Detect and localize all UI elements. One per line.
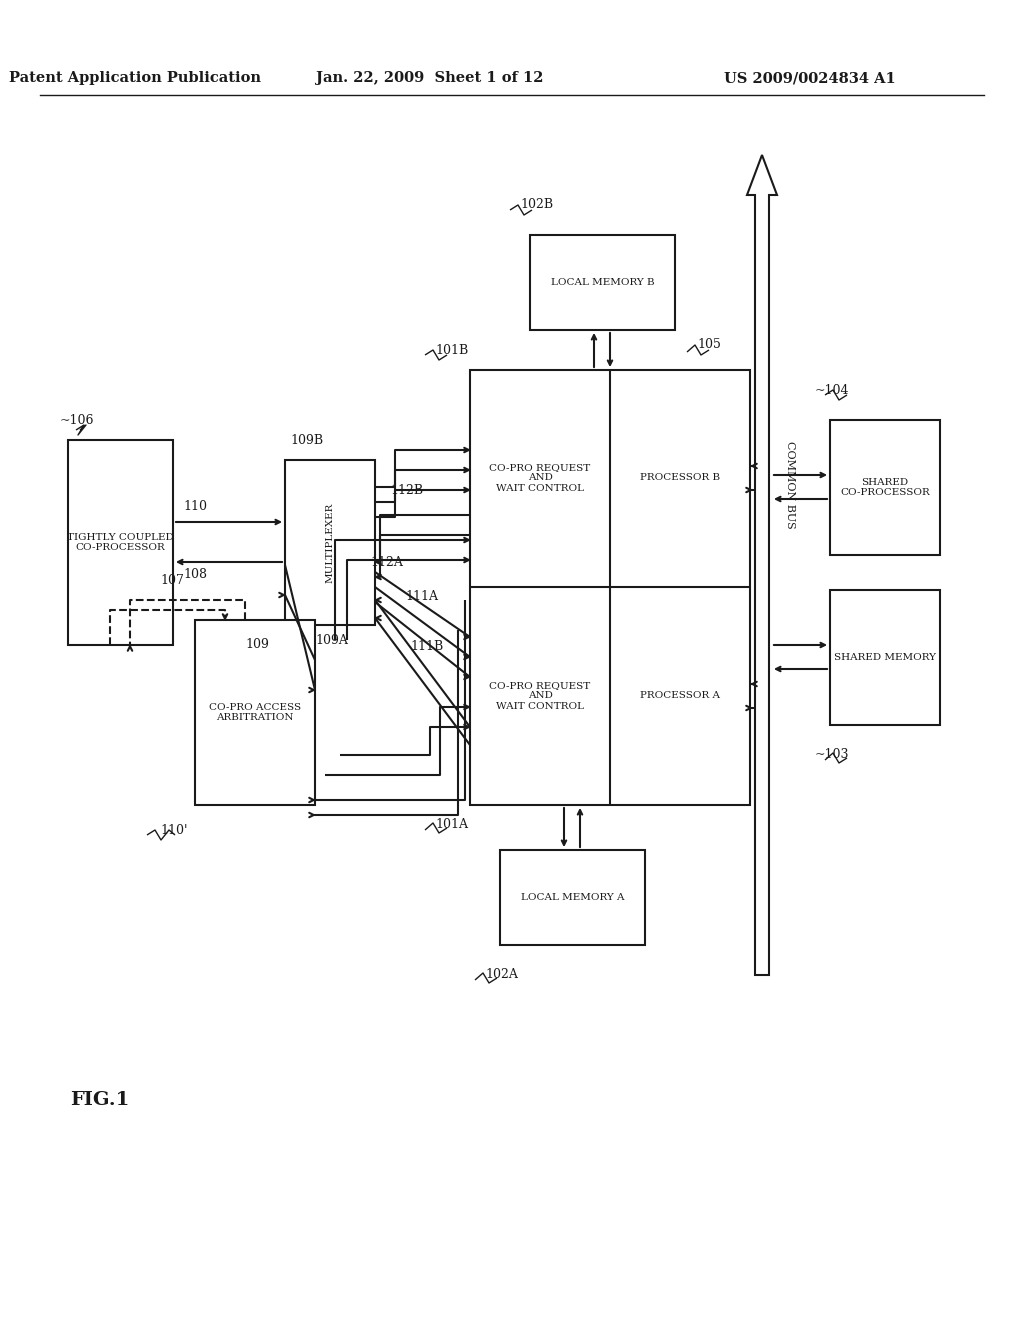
Polygon shape	[746, 154, 777, 975]
Text: CO-PRO ACCESS
ARBITRATION: CO-PRO ACCESS ARBITRATION	[209, 702, 301, 722]
Text: Jan. 22, 2009  Sheet 1 of 12: Jan. 22, 2009 Sheet 1 of 12	[316, 71, 544, 84]
Text: US 2009/0024834 A1: US 2009/0024834 A1	[724, 71, 896, 84]
Text: 101B: 101B	[435, 343, 468, 356]
Text: PROCESSOR A: PROCESSOR A	[640, 692, 720, 701]
Text: 112A: 112A	[370, 556, 402, 569]
Text: CO-PRO REQUEST
AND
WAIT CONTROL: CO-PRO REQUEST AND WAIT CONTROL	[489, 681, 591, 711]
Text: FIG.1: FIG.1	[71, 1092, 130, 1109]
Text: Patent Application Publication: Patent Application Publication	[9, 71, 261, 84]
Bar	[470, 370, 750, 805]
Text: 107: 107	[160, 573, 184, 586]
Text: 105: 105	[697, 338, 721, 351]
Text: 110': 110'	[160, 824, 187, 837]
Bar	[285, 459, 375, 624]
Bar	[830, 590, 940, 725]
Text: MULTIPLEXER: MULTIPLEXER	[326, 503, 335, 582]
Text: SHARED MEMORY: SHARED MEMORY	[834, 653, 936, 663]
Text: ~106: ~106	[60, 413, 94, 426]
Text: ~104: ~104	[815, 384, 850, 396]
Text: ~103: ~103	[815, 748, 850, 762]
Text: LOCAL MEMORY B: LOCAL MEMORY B	[551, 279, 654, 286]
Text: 109: 109	[245, 639, 269, 652]
Text: 102B: 102B	[520, 198, 553, 211]
Text: CO-PRO REQUEST
AND
WAIT CONTROL: CO-PRO REQUEST AND WAIT CONTROL	[489, 463, 591, 492]
Bar	[195, 620, 315, 805]
Bar	[68, 440, 173, 645]
Text: 102A: 102A	[485, 969, 518, 982]
Text: 101A: 101A	[435, 818, 468, 832]
Text: 112B: 112B	[390, 483, 423, 496]
Text: 108: 108	[183, 568, 207, 581]
Text: LOCAL MEMORY A: LOCAL MEMORY A	[521, 894, 625, 902]
Text: COMMON BUS: COMMON BUS	[785, 441, 795, 529]
Text: SHARED
CO-PROCESSOR: SHARED CO-PROCESSOR	[840, 478, 930, 498]
Text: 111A: 111A	[406, 590, 438, 603]
Bar	[830, 420, 940, 554]
Text: 110: 110	[183, 500, 207, 513]
Text: 109A: 109A	[315, 634, 348, 647]
Text: PROCESSOR B: PROCESSOR B	[640, 474, 720, 483]
Bar	[530, 235, 675, 330]
Text: TIGHTLY COUPLED
CO-PROCESSOR: TIGHTLY COUPLED CO-PROCESSOR	[68, 533, 174, 552]
Text: 109B: 109B	[290, 433, 324, 446]
Text: 111B: 111B	[410, 640, 443, 653]
Bar	[500, 850, 645, 945]
